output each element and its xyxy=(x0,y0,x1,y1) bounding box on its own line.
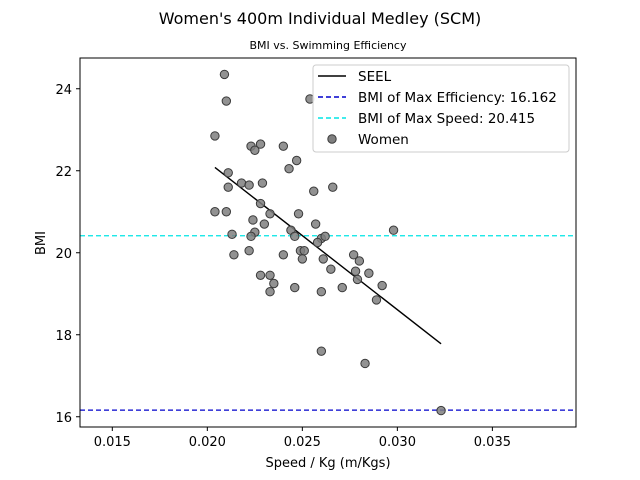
data-point-33 xyxy=(244,246,254,256)
data-point-44 xyxy=(255,270,266,280)
data-point-58 xyxy=(436,405,446,416)
data-point-0 xyxy=(219,69,230,80)
data-point-37 xyxy=(299,246,309,256)
data-point-4 xyxy=(250,145,260,155)
data-point-53 xyxy=(364,268,374,278)
data-point-13 xyxy=(257,178,268,188)
legend: SEEL BMI of Max Efficiency: 16.162 BMI of … xyxy=(312,64,570,153)
data-point-51 xyxy=(350,266,361,276)
data-point-15 xyxy=(210,207,220,217)
x-axis-label: Speed / Kg (m/Kgs) xyxy=(265,456,390,471)
data-point-31 xyxy=(320,231,330,242)
legend-label-0: SEEL xyxy=(358,69,392,85)
y-tick-label-3: 22 xyxy=(55,165,72,180)
data-point-6 xyxy=(278,141,289,151)
x-tick-label-1: 0.020 xyxy=(189,435,226,450)
data-point-10 xyxy=(223,182,233,192)
seel-fit-line xyxy=(214,166,442,345)
x-tick-label-3: 0.030 xyxy=(379,435,416,450)
legend-box xyxy=(312,64,570,153)
x-tick-label-0: 0.015 xyxy=(94,435,131,450)
data-point-24 xyxy=(293,209,304,219)
data-point-20 xyxy=(227,229,237,240)
y-tick-label-4: 24 xyxy=(55,83,72,98)
data-point-26 xyxy=(328,182,338,192)
data-point-18 xyxy=(248,215,258,225)
data-point-28 xyxy=(310,219,321,229)
data-point-55 xyxy=(371,295,382,305)
data-point-40 xyxy=(326,264,336,274)
data-point-12 xyxy=(244,180,254,190)
data-point-2 xyxy=(210,131,220,141)
y-tick-label-1: 18 xyxy=(55,329,72,344)
legend-label-3: Women xyxy=(358,132,409,148)
plot-area: 0.015 0.020 0.025 0.030 0.035 16 18 20 22 24 xyxy=(55,57,577,450)
data-point-16 xyxy=(221,207,232,217)
data-point-17 xyxy=(265,209,275,219)
data-point-9 xyxy=(223,168,233,178)
data-point-48 xyxy=(290,282,300,293)
data-point-42 xyxy=(354,256,365,266)
data-point-11 xyxy=(236,178,247,188)
data-point-8 xyxy=(284,164,294,174)
data-point-25 xyxy=(309,186,319,196)
y-tick-label-2: 20 xyxy=(55,247,72,262)
y-axis-label: BMI xyxy=(34,231,49,255)
data-point-57 xyxy=(360,358,370,369)
data-point-29 xyxy=(290,231,300,242)
data-point-49 xyxy=(316,287,327,297)
x-tick-label-2: 0.025 xyxy=(284,435,321,450)
y-tick-label-0: 16 xyxy=(55,411,72,426)
data-point-38 xyxy=(297,254,308,264)
chart-subtitle: BMI vs. Swimming Efficiency xyxy=(250,39,407,52)
x-tick-label-4: 0.035 xyxy=(474,435,511,450)
chart-title: Women's 400m Individual Medley (SCM) xyxy=(159,9,482,28)
data-point-46 xyxy=(269,278,279,289)
data-point-43 xyxy=(388,225,399,235)
data-point-19 xyxy=(259,219,270,229)
data-point-35 xyxy=(278,250,289,260)
data-point-54 xyxy=(377,280,387,291)
data-point-47 xyxy=(265,287,275,297)
data-point-45 xyxy=(265,270,275,280)
data-point-39 xyxy=(318,254,328,264)
data-point-52 xyxy=(352,274,363,285)
legend-label-2: BMI of Max Speed: 20.415 xyxy=(358,111,535,127)
legend-marker-3 xyxy=(327,134,337,144)
data-point-5 xyxy=(255,139,266,149)
data-point-50 xyxy=(337,282,347,293)
data-point-32 xyxy=(312,237,323,248)
data-point-41 xyxy=(348,250,359,260)
axes-frame xyxy=(79,57,577,428)
data-point-34 xyxy=(229,250,239,260)
data-point-56 xyxy=(316,346,327,356)
legend-label-1: BMI of Max Efficiency: 16.162 xyxy=(358,90,557,106)
data-point-14 xyxy=(255,198,266,209)
data-point-22 xyxy=(246,231,256,242)
data-point-1 xyxy=(221,96,232,106)
data-point-7 xyxy=(291,155,302,166)
